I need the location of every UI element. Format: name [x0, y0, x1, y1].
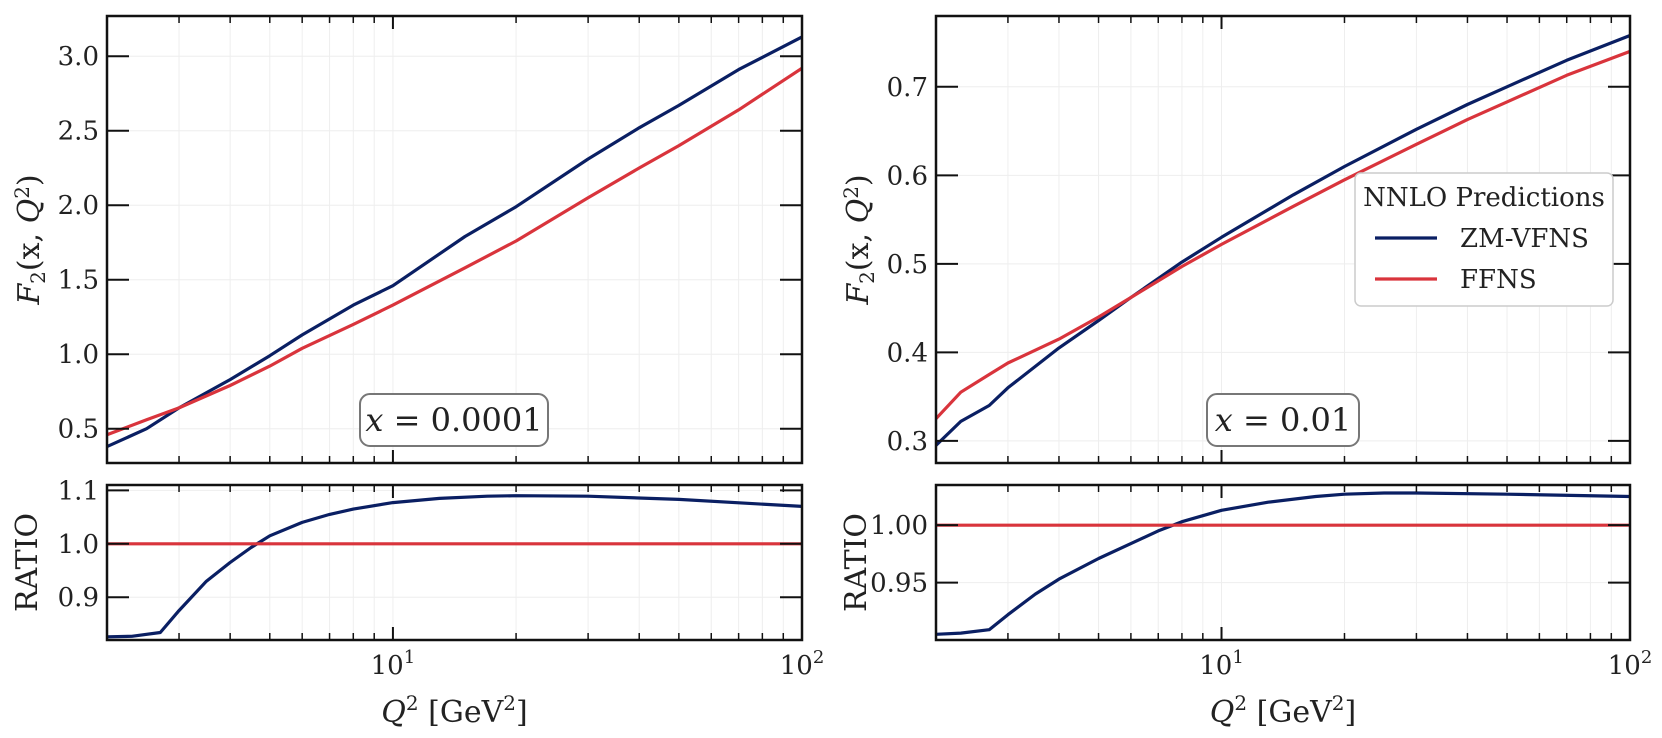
series-line-ffns	[936, 49, 1630, 420]
y-tick-label: 0.9	[58, 583, 99, 613]
axes-frame	[934, 14, 1632, 465]
axes-frame	[934, 483, 1632, 642]
y-axis-label: F2(x, Q2)	[839, 174, 879, 305]
axes-frame	[105, 483, 804, 642]
axes-frame	[105, 14, 804, 465]
y-tick-label: 0.5	[58, 415, 99, 445]
series-line-zm-vfns	[936, 34, 1630, 447]
series-line-zm-vfns	[107, 494, 802, 639]
series-line-zm-vfns	[107, 35, 802, 449]
y-tick-label: 1.5	[58, 266, 99, 296]
x-axis-label: Q2 [GeV2]	[1210, 691, 1356, 730]
y-axis-label: RATIO	[839, 513, 874, 612]
y-tick-label: 0.3	[887, 427, 928, 457]
x-tick-label: 102	[780, 647, 825, 681]
y-tick-label: 3.0	[58, 42, 99, 72]
y-axis-label: F2(x, Q2)	[10, 174, 50, 305]
legend-box	[1354, 172, 1614, 307]
annotation-text: x = 0.0001	[365, 401, 542, 439]
x-tick-label: 102	[1608, 647, 1653, 681]
panel-left-top: 0.5 1.0 1.5 2.0 2.5 3.0 F2(x, Q2) x = 0.0001	[10, 14, 804, 465]
x-tick-label: 101	[1199, 647, 1244, 681]
annotation-text: x = 0.01	[1215, 401, 1351, 439]
y-tick-label: 0.7	[887, 73, 928, 103]
panel-right-top: 0.3 0.4 0.5 0.6 0.7 F2(x, Q2) x = 0.01 NNLO Pre…	[839, 14, 1632, 465]
series-line-zm-vfns	[936, 491, 1630, 636]
series-line-ffns	[107, 66, 802, 437]
y-axis-label: RATIO	[10, 513, 45, 612]
legend-label-zm-vfns: ZM-VFNS	[1460, 224, 1589, 254]
annotation-box	[1206, 393, 1360, 447]
y-tick-label: 2.5	[58, 117, 99, 147]
panels: 0.5 1.0 1.5 2.0 2.5 3.0 F2(x, Q2) x = 0.0001 0.3…	[10, 14, 1653, 730]
y-tick-label: 1.1	[58, 476, 99, 506]
x-tick-label: 101	[371, 647, 416, 681]
y-tick-label: 0.5	[887, 250, 928, 280]
legend-label-ffns: FFNS	[1460, 265, 1537, 295]
y-tick-label: 1.0	[58, 530, 99, 560]
y-tick-label: 0.95	[870, 569, 928, 599]
y-tick-label: 1.00	[870, 511, 928, 541]
legend: NNLO Predictions ZM-VFNS FFNS	[1354, 172, 1614, 307]
y-tick-label: 0.6	[887, 161, 928, 191]
y-tick-label: 2.0	[58, 191, 99, 221]
legend-title: NNLO Predictions	[1363, 183, 1605, 213]
panel-left-bottom: 0.9 1.0 1.1 RATIO 101 102 Q2 [GeV2]	[10, 476, 824, 730]
annotation-box	[359, 393, 549, 447]
y-tick-label: 1.0	[58, 340, 99, 370]
y-tick-label: 0.4	[887, 338, 928, 368]
x-axis-label: Q2 [GeV2]	[381, 691, 527, 730]
